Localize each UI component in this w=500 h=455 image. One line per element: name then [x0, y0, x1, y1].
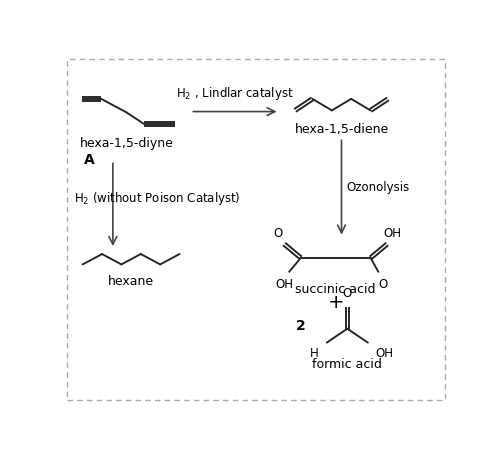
Text: succinic acid: succinic acid	[296, 283, 376, 295]
Text: H$_2$ (without Poison Catalyst): H$_2$ (without Poison Catalyst)	[74, 191, 240, 207]
Text: formic acid: formic acid	[312, 358, 382, 371]
Text: hexane: hexane	[108, 275, 154, 288]
Text: +: +	[328, 293, 344, 313]
Text: O: O	[342, 287, 352, 300]
Text: hexa-1,5-diene: hexa-1,5-diene	[294, 123, 388, 136]
Text: OH: OH	[384, 227, 402, 240]
Text: OH: OH	[376, 347, 394, 360]
Text: O: O	[273, 227, 282, 240]
Text: Ozonolysis: Ozonolysis	[346, 181, 410, 194]
Text: hexa-1,5-diyne: hexa-1,5-diyne	[80, 137, 174, 150]
Text: OH: OH	[275, 278, 293, 291]
Text: A: A	[84, 153, 95, 167]
Text: 2: 2	[296, 319, 306, 333]
Text: O: O	[378, 278, 388, 291]
Text: H: H	[310, 347, 318, 360]
Text: H$_2$ , Lindlar catalyst: H$_2$ , Lindlar catalyst	[176, 85, 294, 101]
